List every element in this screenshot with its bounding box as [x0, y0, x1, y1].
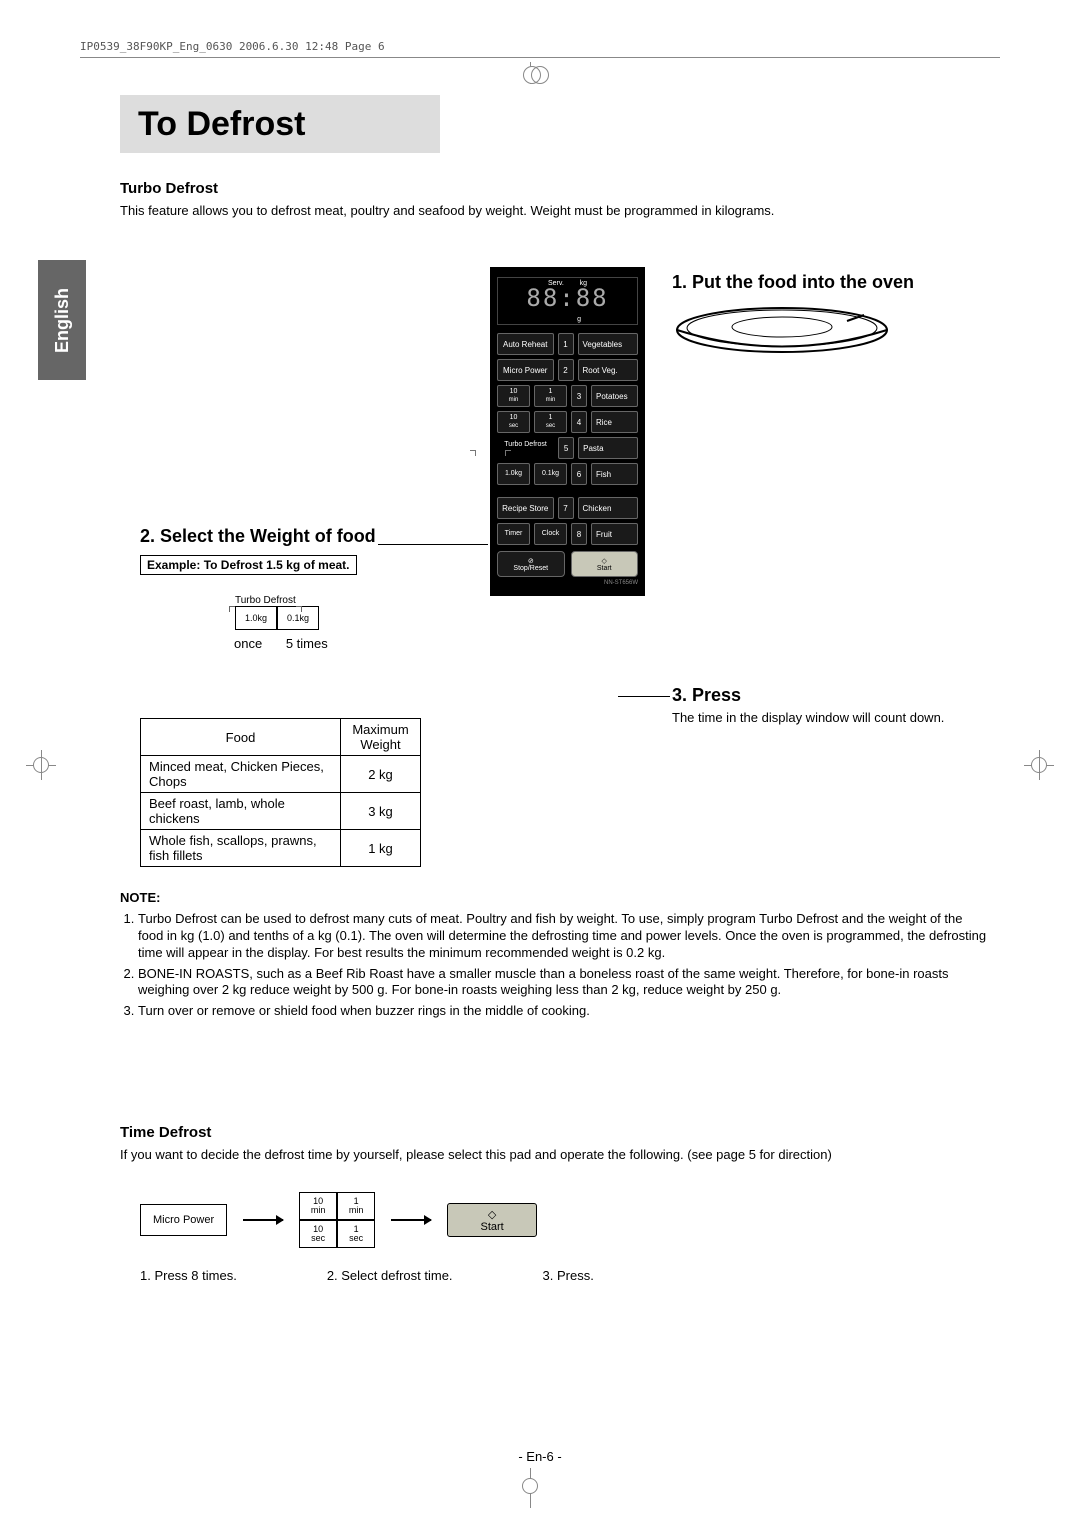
step-3-connector [618, 696, 670, 697]
g-label: g [577, 316, 581, 323]
note-block: NOTE: Turbo Defrost can be used to defro… [120, 890, 990, 1024]
display-window: Serv. kg 88:88 g [497, 277, 638, 325]
serv-label: Serv. [548, 280, 564, 287]
note-item: BONE-IN ROASTS, such as a Beef Rib Roast… [138, 966, 990, 1000]
model-number: NN-ST656W [497, 580, 638, 586]
td-caption-3: 3. Press. [543, 1268, 594, 1283]
table-row: Beef roast, lamb, whole chickens3 kg [141, 793, 421, 830]
turbo-desc: This feature allows you to defrost meat,… [120, 203, 980, 218]
turbo-heading: Turbo Defrost [120, 180, 980, 197]
menu-1-num[interactable]: 1 [558, 333, 574, 355]
step-3-caption: The time in the display window will coun… [672, 710, 972, 725]
crop-mark-top [530, 62, 570, 84]
menu-4-label[interactable]: Rice [591, 411, 638, 433]
td-micro-power-button: Micro Power [140, 1204, 227, 1236]
table-row: Minced meat, Chicken Pieces, Chops2 kg [141, 756, 421, 793]
td-time-buttons: 10min 1min 10sec 1sec [299, 1192, 375, 1248]
menu-6-label[interactable]: Fish [591, 463, 638, 485]
col-food: Food [141, 719, 341, 756]
col-weight: Maximum Weight [341, 719, 421, 756]
start-icon: ◇ [602, 557, 607, 565]
header-text: IP0539_38F90KP_Eng_0630 2006.6.30 12:48 … [80, 40, 385, 53]
auto-reheat-button[interactable]: Auto Reheat [497, 333, 554, 355]
time-defrost-desc: If you want to decide the defrost time b… [120, 1147, 990, 1162]
1sec-button[interactable]: 1sec [534, 411, 567, 433]
menu-2-num[interactable]: 2 [558, 359, 574, 381]
menu-5-num[interactable]: 5 [558, 437, 574, 459]
menu-4-num[interactable]: 4 [571, 411, 587, 433]
td-caption-2: 2. Select defrost time. [327, 1268, 453, 1283]
time-defrost-captions: 1. Press 8 times. 2. Select defrost time… [140, 1268, 594, 1283]
language-tab: English [38, 260, 86, 380]
10sec-button[interactable]: 10sec [497, 411, 530, 433]
title-block: To Defrost [120, 95, 440, 153]
page-title: To Defrost [138, 105, 305, 144]
10min-button[interactable]: 10min [497, 385, 530, 407]
control-panel: Serv. kg 88:88 g Auto Reheat 1 Vegetable… [490, 267, 645, 596]
turbo-defrost-group-label: Turbo Defrost [497, 441, 554, 448]
kg-label: kg [580, 280, 587, 287]
td-1sec-button: 1sec [337, 1220, 375, 1248]
step-3-title: 3. Press [672, 685, 972, 706]
step-3: 3. Press The time in the display window … [672, 685, 972, 725]
example-1kg-button: 1.0kg [235, 606, 277, 630]
stop-reset-button[interactable]: ⊘ Stop/Reset [497, 551, 565, 577]
step-2: 2. Select the Weight of food Example: To… [140, 526, 450, 651]
arrow-icon [243, 1219, 283, 1221]
menu-7-num[interactable]: 7 [558, 497, 574, 519]
menu-3-num[interactable]: 3 [571, 385, 587, 407]
menu-8-num[interactable]: 8 [571, 523, 587, 545]
5times-label: 5 times [286, 636, 328, 651]
note-heading: NOTE: [120, 890, 990, 907]
note-item: Turbo Defrost can be used to defrost man… [138, 911, 990, 962]
time-defrost-section: Time Defrost If you want to decide the d… [120, 1124, 990, 1162]
menu-7-label[interactable]: Chicken [578, 497, 639, 519]
crop-mark-bottom [530, 1468, 570, 1508]
print-header: IP0539_38F90KP_Eng_0630 2006.6.30 12:48 … [80, 40, 1000, 58]
turbo-defrost-intro: Turbo Defrost This feature allows you to… [120, 180, 980, 218]
micro-power-button[interactable]: Micro Power [497, 359, 554, 381]
time-defrost-heading: Time Defrost [120, 1124, 990, 1141]
td-10sec-button: 10sec [299, 1220, 337, 1248]
td-start-button: ◇ Start [447, 1203, 537, 1237]
food-weight-table: Food Maximum Weight Minced meat, Chicken… [140, 718, 421, 867]
display-digits: 88:88 [498, 278, 637, 318]
mini-defrost-label: Turbo Defrost [235, 595, 296, 606]
mini-button-group: Turbo Defrost 1.0kg 0.1kg [235, 591, 450, 630]
language-label: English [52, 287, 73, 352]
menu-8-label[interactable]: Fruit [591, 523, 638, 545]
step-1-title: 1. Put the food into the oven [672, 272, 972, 293]
crop-mark-right [1024, 750, 1054, 780]
step-1: 1. Put the food into the oven [672, 272, 972, 361]
stop-icon: ⊘ [528, 557, 534, 565]
td-10min-button: 10min [299, 1192, 337, 1220]
diamond-icon: ◇ [488, 1208, 496, 1221]
menu-6-num[interactable]: 6 [571, 463, 587, 485]
once-label: once [234, 636, 262, 651]
recipe-store-button[interactable]: Recipe Store [497, 497, 554, 519]
1kg-button[interactable]: 1.0kg [497, 463, 530, 485]
arrow-icon [391, 1219, 431, 1221]
menu-3-label[interactable]: Potatoes [591, 385, 638, 407]
1min-button[interactable]: 1min [534, 385, 567, 407]
press-count-row: once 5 times [140, 636, 450, 651]
timer-button[interactable]: Timer [497, 523, 530, 545]
01kg-button[interactable]: 0.1kg [534, 463, 567, 485]
menu-1-label[interactable]: Vegetables [578, 333, 639, 355]
start-button[interactable]: ◇ Start [571, 551, 639, 577]
table-header-row: Food Maximum Weight [141, 719, 421, 756]
page-number: - En-6 - [0, 1449, 1080, 1464]
td-caption-1: 1. Press 8 times. [140, 1268, 237, 1283]
time-defrost-flow: Micro Power 10min 1min 10sec 1sec ◇ Star… [140, 1192, 537, 1248]
example-box: Example: To Defrost 1.5 kg of meat. [140, 555, 357, 575]
menu-2-label[interactable]: Root Veg. [578, 359, 639, 381]
clock-button[interactable]: Clock [534, 523, 567, 545]
menu-5-label[interactable]: Pasta [578, 437, 638, 459]
note-item: Turn over or remove or shield food when … [138, 1003, 990, 1020]
crop-mark-left [26, 750, 56, 780]
td-1min-button: 1min [337, 1192, 375, 1220]
table-row: Whole fish, scallops, prawns, fish fille… [141, 830, 421, 867]
step-2-title: 2. Select the Weight of food [140, 526, 450, 547]
oven-tray-icon [672, 303, 892, 358]
